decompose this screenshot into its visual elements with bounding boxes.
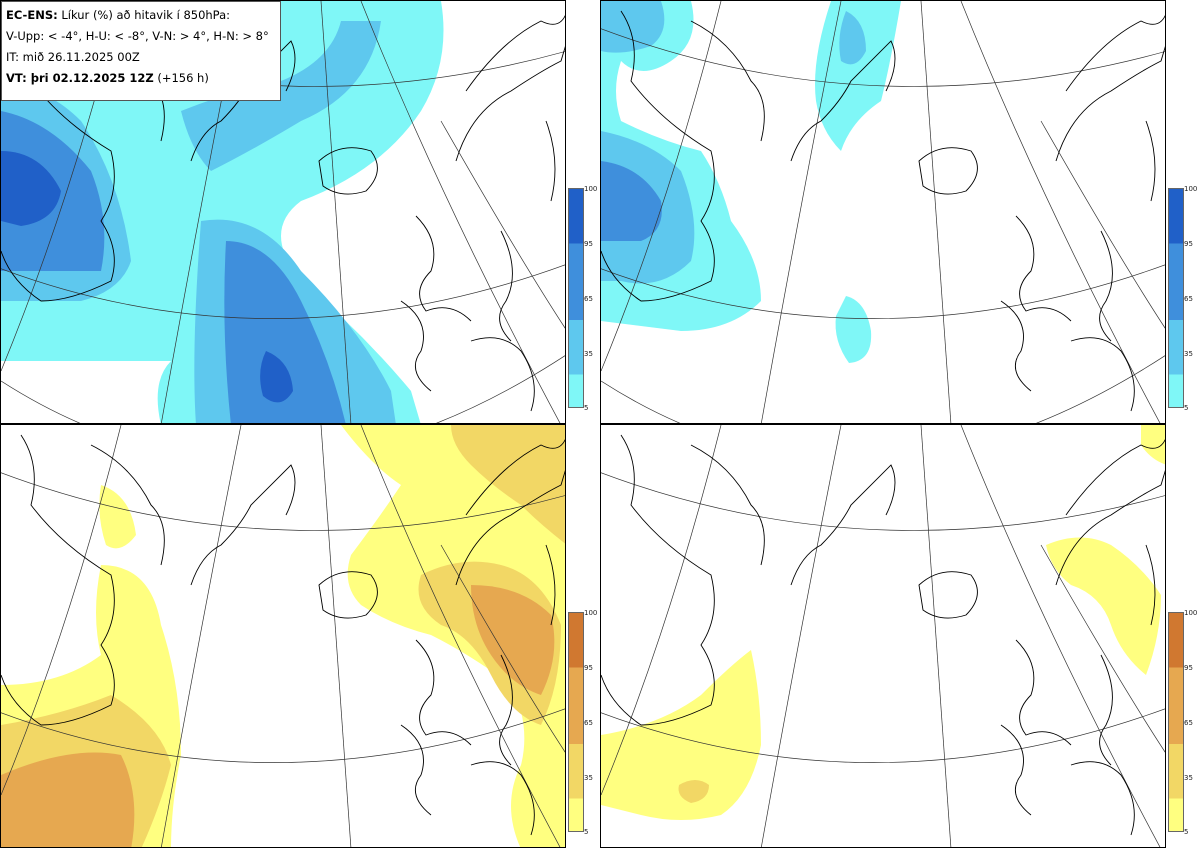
colorbar-tick: 5 (584, 828, 589, 836)
map-panel-cold-8 (600, 0, 1166, 424)
title-label: Líkur (%) að hitavik í 850hPa: (61, 8, 231, 22)
coastlines (601, 10, 1165, 412)
prob-area-35c (99, 485, 136, 549)
prob-area-100 (1, 151, 61, 226)
colorbar-tick: 100 (584, 609, 598, 617)
map-warm-8 (601, 425, 1165, 847)
prob-area-35b (815, 1, 901, 151)
coastlines (601, 434, 1165, 836)
prob-area-95 (601, 161, 662, 241)
colorbar-tick: 65 (584, 295, 593, 303)
model-label: EC-ENS: (6, 8, 58, 22)
colorbar-tick: 95 (1184, 664, 1193, 672)
prob-area-95b (1, 752, 135, 847)
colorbar-cold-top-left (568, 188, 584, 408)
graticule (601, 425, 1165, 847)
map-panel-warm-4 (0, 424, 566, 848)
colorbar-tick: 100 (1184, 609, 1198, 617)
colorbar-warm-bottom-left (568, 612, 584, 832)
map-panel-cold-4: EC-ENS: Líkur (%) að hitavik í 850hPa: V… (0, 0, 566, 424)
prob-area-95b (224, 241, 346, 423)
graticule (601, 1, 1165, 423)
thresholds-label: V-Upp: < -4°, H-U: < -8°, V-N: > 4°, H-N… (6, 29, 269, 43)
map-cold-4 (1, 1, 565, 423)
prob-area-35c (835, 296, 872, 363)
init-time-label: IT: mið 26.11.2025 00Z (6, 50, 140, 64)
colorbar-tick: 35 (1184, 774, 1193, 782)
colorbar-tick: 100 (584, 185, 598, 193)
colorbar-cold-top-right (1168, 188, 1184, 408)
colorbar-tick: 100 (1184, 185, 1198, 193)
colorbar-tick: 5 (1184, 404, 1189, 412)
info-box: EC-ENS: Líkur (%) að hitavik í 850hPa: V… (1, 1, 281, 101)
map-cold-8 (601, 1, 1165, 423)
prob-area-35c (1141, 425, 1165, 465)
colorbar-tick: 35 (1184, 350, 1193, 358)
colorbar-tick: 65 (1184, 295, 1193, 303)
colorbar-tick: 5 (584, 404, 589, 412)
prob-area-35 (601, 650, 761, 820)
prob-area-65 (678, 780, 709, 803)
colorbar-tick: 95 (584, 664, 593, 672)
colorbar-tick: 35 (584, 350, 593, 358)
valid-time-label: VT: þri 02.12.2025 12Z (6, 71, 154, 85)
prob-area-100b (260, 351, 293, 403)
prob-area-65c (451, 425, 565, 544)
prob-area-65b (601, 1, 665, 53)
colorbar-tick: 35 (584, 774, 593, 782)
colorbar-warm-bottom-right (1168, 612, 1184, 832)
colorbar-tick: 65 (584, 719, 593, 727)
graticule (1, 425, 565, 847)
colorbar-tick: 95 (1184, 240, 1193, 248)
coastlines (1, 434, 565, 836)
colorbar-tick: 5 (1184, 828, 1189, 836)
map-warm-4 (1, 425, 565, 847)
prob-area-65c (181, 21, 381, 171)
colorbar-tick: 95 (584, 240, 593, 248)
prob-area-95 (471, 585, 555, 695)
coastlines (1, 10, 565, 412)
colorbar-tick: 65 (1184, 719, 1193, 727)
prob-area-65c (839, 11, 866, 65)
lead-time-label: (+156 h) (157, 71, 209, 85)
prob-area-35b (1046, 537, 1161, 675)
map-panel-warm-8 (600, 424, 1166, 848)
